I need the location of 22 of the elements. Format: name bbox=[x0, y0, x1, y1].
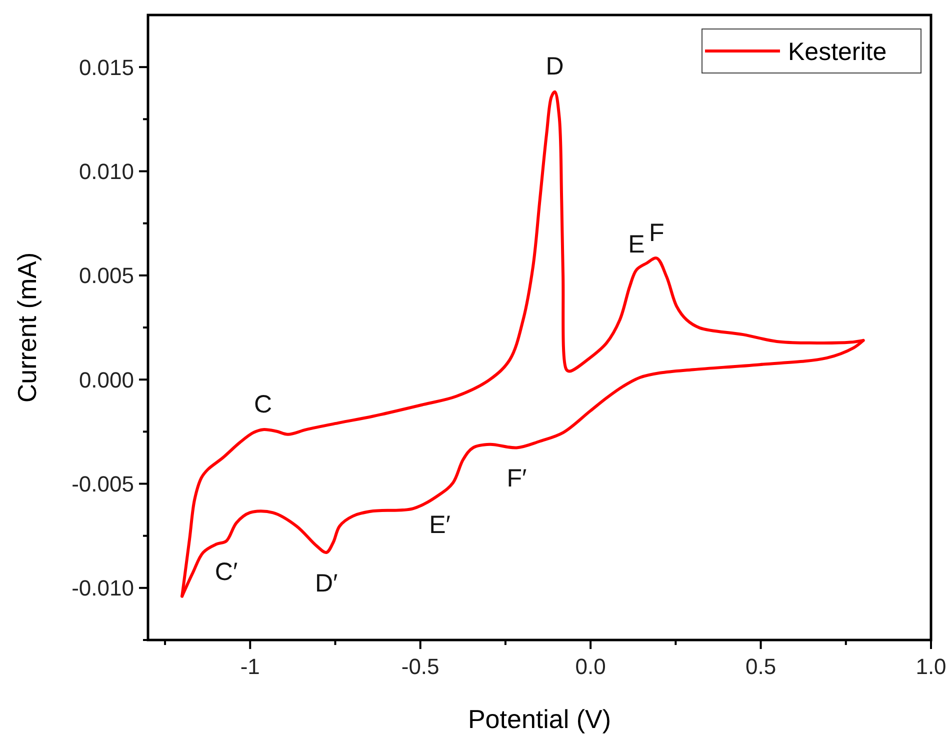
y-tick-label: -0.005 bbox=[72, 471, 134, 496]
x-tick-label: -0.5 bbox=[401, 654, 440, 679]
annotation: E′ bbox=[429, 511, 451, 540]
annotation: E bbox=[628, 230, 645, 259]
y-axis-title: Current (mA) bbox=[12, 252, 42, 403]
y-tick-label: 0.010 bbox=[78, 158, 134, 184]
y-tick-label: -0.010 bbox=[72, 576, 134, 601]
x-tick-label: 1.0 bbox=[916, 654, 946, 679]
annotation: F bbox=[648, 218, 664, 247]
annotation: D′ bbox=[315, 569, 338, 598]
annotation: C′ bbox=[214, 558, 238, 586]
y-tick-label: 0.000 bbox=[78, 367, 134, 392]
annotation: C bbox=[254, 390, 272, 418]
x-tick-label: -1 bbox=[240, 654, 260, 679]
legend-label: Kesterite bbox=[788, 38, 887, 66]
annotation: F′ bbox=[506, 464, 527, 492]
annotation: D bbox=[546, 52, 564, 81]
y-tick-label: 0.015 bbox=[78, 54, 134, 80]
x-tick-label: 0.0 bbox=[575, 654, 606, 679]
y-tick-label: 0.005 bbox=[78, 263, 134, 288]
x-axis-title: Potential (V) bbox=[468, 704, 612, 734]
x-tick-label: 0.5 bbox=[745, 654, 776, 679]
